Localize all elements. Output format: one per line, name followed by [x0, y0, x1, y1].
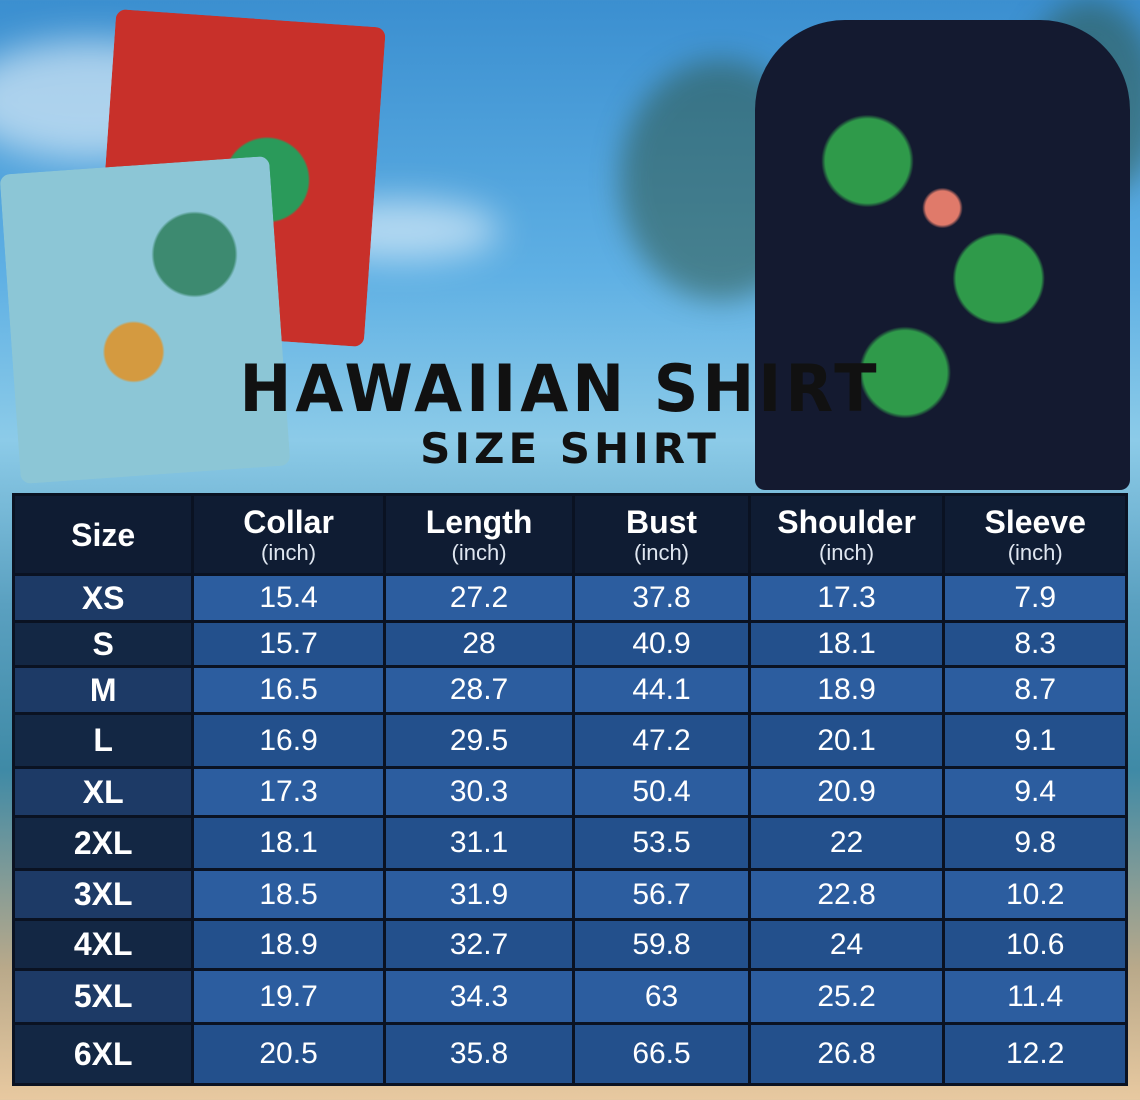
value-cell: 53.5: [572, 815, 751, 871]
size-cell: XS: [11, 573, 195, 623]
value-cell: 66.5: [572, 1022, 751, 1086]
value-cell: 16.9: [191, 712, 386, 769]
column-header-sleeve: Sleeve (inch): [942, 493, 1128, 576]
value-cell: 47.2: [572, 712, 751, 769]
column-header-collar: Collar (inch): [191, 493, 386, 576]
value-cell: 8.7: [942, 665, 1128, 715]
value-cell: 9.4: [942, 766, 1128, 818]
column-header-size: Size: [11, 493, 195, 576]
header-unit: (inch): [451, 539, 507, 565]
value-cell: 28: [382, 620, 576, 668]
table-row: L 16.9 29.5 47.2 20.1 9.1: [11, 712, 1128, 769]
value-cell: 10.2: [942, 868, 1128, 921]
page-subtitle: SIZE SHIRT: [420, 424, 720, 473]
table-row: 5XL 19.7 34.3 63 25.2 11.4: [11, 968, 1128, 1025]
column-header-bust: Bust (inch): [572, 493, 751, 576]
value-cell: 31.9: [382, 868, 576, 921]
header-unit: (inch): [819, 539, 875, 565]
value-cell: 12.2: [942, 1022, 1128, 1086]
size-cell: 2XL: [11, 815, 195, 871]
size-cell: 6XL: [11, 1022, 195, 1086]
header-label: Shoulder: [777, 503, 916, 540]
value-cell: 20.9: [747, 766, 946, 818]
value-cell: 25.2: [747, 968, 946, 1025]
value-cell: 17.3: [191, 766, 386, 818]
value-cell: 31.1: [382, 815, 576, 871]
value-cell: 32.7: [382, 918, 576, 971]
value-cell: 9.1: [942, 712, 1128, 769]
size-cell: 4XL: [11, 918, 195, 971]
value-cell: 20.5: [191, 1022, 386, 1086]
value-cell: 24: [747, 918, 946, 971]
value-cell: 44.1: [572, 665, 751, 715]
table-row: 6XL 20.5 35.8 66.5 26.8 12.2: [11, 1022, 1128, 1086]
size-cell: L: [11, 712, 195, 769]
value-cell: 35.8: [382, 1022, 576, 1086]
table-row: 4XL 18.9 32.7 59.8 24 10.6: [11, 918, 1128, 971]
value-cell: 40.9: [572, 620, 751, 668]
header-label: Size: [71, 516, 136, 553]
model-flamingo-shirt-image: [755, 20, 1130, 490]
value-cell: 26.8: [747, 1022, 946, 1086]
table-row: XS 15.4 27.2 37.8 17.3 7.9: [11, 573, 1128, 623]
table-row: XL 17.3 30.3 50.4 20.9 9.4: [11, 766, 1128, 818]
value-cell: 9.8: [942, 815, 1128, 871]
size-cell: M: [11, 665, 195, 715]
value-cell: 18.1: [191, 815, 386, 871]
size-cell: 3XL: [11, 868, 195, 921]
value-cell: 63: [572, 968, 751, 1025]
value-cell: 18.1: [747, 620, 946, 668]
page-title: HAWAIIAN SHIRT: [239, 350, 881, 427]
size-cell: 5XL: [11, 968, 195, 1025]
value-cell: 18.9: [191, 918, 386, 971]
value-cell: 22.8: [747, 868, 946, 921]
table-row: 2XL 18.1 31.1 53.5 22 9.8: [11, 815, 1128, 871]
table-row: 3XL 18.5 31.9 56.7 22.8 10.2: [11, 868, 1128, 921]
value-cell: 15.7: [191, 620, 386, 668]
value-cell: 34.3: [382, 968, 576, 1025]
value-cell: 59.8: [572, 918, 751, 971]
size-cell: S: [11, 620, 195, 668]
header-row: Size Collar (inch) Length (inch) Bust (inch) Sh…: [11, 493, 1128, 576]
value-cell: 10.6: [942, 918, 1128, 971]
value-cell: 56.7: [572, 868, 751, 921]
header-unit: (inch): [261, 539, 317, 565]
value-cell: 50.4: [572, 766, 751, 818]
value-cell: 27.2: [382, 573, 576, 623]
header-label: Bust: [625, 503, 698, 540]
header-unit: (inch): [634, 539, 690, 565]
value-cell: 18.9: [747, 665, 946, 715]
value-cell: 22: [747, 815, 946, 871]
value-cell: 20.1: [747, 712, 946, 769]
value-cell: 8.3: [942, 620, 1128, 668]
value-cell: 19.7: [191, 968, 386, 1025]
value-cell: 7.9: [942, 573, 1128, 623]
value-cell: 37.8: [572, 573, 751, 623]
value-cell: 17.3: [747, 573, 946, 623]
header-unit: (inch): [1007, 539, 1063, 565]
value-cell: 29.5: [382, 712, 576, 769]
header-label: Length: [425, 503, 533, 540]
value-cell: 16.5: [191, 665, 386, 715]
column-header-length: Length (inch): [382, 493, 576, 576]
size-cell: XL: [11, 766, 195, 818]
value-cell: 15.4: [191, 573, 386, 623]
value-cell: 30.3: [382, 766, 576, 818]
table-row: S 15.7 28 40.9 18.1 8.3: [11, 620, 1128, 668]
value-cell: 28.7: [382, 665, 576, 715]
value-cell: 18.5: [191, 868, 386, 921]
header-label: Collar: [243, 503, 334, 540]
size-chart-table: Size Collar (inch) Length (inch) Bust (inch) Sh…: [11, 493, 1128, 1086]
column-header-shoulder: Shoulder (inch): [747, 493, 946, 576]
header-label: Sleeve: [984, 503, 1086, 540]
value-cell: 11.4: [942, 968, 1128, 1025]
table-row: M 16.5 28.7 44.1 18.9 8.7: [11, 665, 1128, 715]
